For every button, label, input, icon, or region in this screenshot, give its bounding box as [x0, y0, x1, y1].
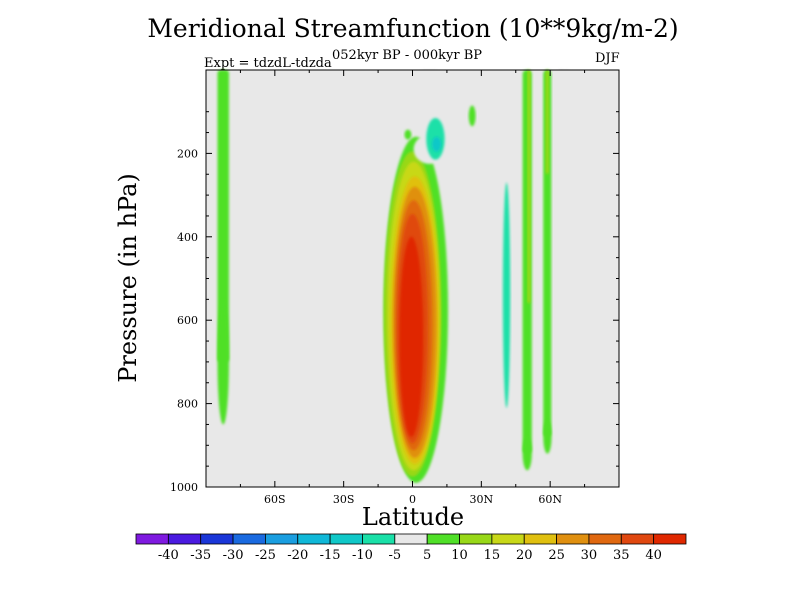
northern-positive-band-1-core — [527, 70, 531, 304]
northern-positive-band-2-tip — [543, 420, 552, 454]
colorbar-swatch — [394, 533, 428, 545]
colorbar-label: 40 — [645, 548, 662, 563]
x-tick-label: 0 — [409, 493, 416, 506]
northern-negative-band — [557, 70, 571, 175]
colorbar-swatch — [232, 533, 266, 545]
y-tick-label: 400 — [177, 231, 198, 244]
colorbar-swatch — [362, 533, 396, 545]
colorbar-swatch — [265, 533, 299, 545]
colorbar-swatch — [523, 533, 557, 545]
x-tick-label: 60N — [538, 493, 562, 506]
upper-positive-blob-a — [404, 129, 412, 140]
colorbar-swatch — [620, 533, 655, 545]
colorbar-label: -40 — [158, 548, 179, 563]
colorbar-label: 5 — [423, 548, 431, 563]
x-tick-label: 30S — [333, 493, 355, 506]
colorbar-swatch — [653, 533, 687, 545]
chart-subtitle: 052kyr BP - 000kyr BP — [332, 48, 483, 63]
x-tick-label: 60S — [264, 493, 286, 506]
colorbar-swatch — [426, 533, 460, 545]
colorbar-label: -25 — [255, 548, 276, 563]
upper-negative-cell-core — [432, 136, 442, 152]
colorbar-label: 10 — [451, 548, 468, 563]
y-tick-label: 200 — [177, 147, 198, 160]
colorbar-label: -5 — [388, 548, 401, 563]
northern-negative-band-tail — [559, 70, 564, 266]
colorbar-label: 25 — [548, 548, 565, 563]
y-tick-label: 800 — [177, 398, 198, 411]
colorbar-label: -20 — [287, 548, 308, 563]
colorbar-swatch — [588, 533, 622, 545]
colorbar-swatch — [135, 533, 169, 545]
colorbar-swatch — [329, 533, 363, 545]
upper-positive-blob-b — [468, 105, 476, 127]
colorbar-swatch — [167, 533, 202, 545]
experiment-label: Expt = tdzdL-tdzda — [204, 56, 332, 71]
hadley-cell-level-40 — [399, 236, 424, 437]
colorbar-label: 20 — [516, 548, 533, 563]
upper-negative-cell-stem — [421, 70, 438, 96]
colorbar-swatch — [297, 533, 331, 545]
northern-positive-band-2-core — [545, 70, 550, 175]
chart-title: Meridional Streamfunction (10**9kg/m-2) — [147, 14, 679, 43]
colorbar-label: -30 — [223, 548, 244, 563]
colorbar-label: -10 — [352, 548, 373, 563]
colorbar-label: 15 — [484, 548, 501, 563]
y-tick-label: 1000 — [170, 481, 198, 494]
northern-positive-band-2 — [543, 70, 552, 437]
x-axis-label: Latitude — [361, 503, 465, 531]
colorbar-swatch — [200, 533, 234, 545]
colorbar-label: -35 — [190, 548, 211, 563]
colorbar-label: -15 — [320, 548, 341, 563]
northern-positive-band-1-tip — [522, 436, 532, 471]
colorbar-swatch — [459, 533, 493, 545]
colorbar-swatch — [556, 533, 590, 545]
ferrel-cell-core — [502, 182, 511, 408]
colorbar-label: 30 — [581, 548, 598, 563]
polar-cell-south-tip — [217, 299, 229, 425]
y-tick-label: 600 — [177, 314, 198, 327]
colorbar-label: 35 — [613, 548, 630, 563]
colorbar-swatch — [491, 533, 525, 545]
season-label: DJF — [595, 51, 620, 66]
x-tick-label: 30N — [470, 493, 494, 506]
polar-cell-south-band — [217, 70, 229, 362]
